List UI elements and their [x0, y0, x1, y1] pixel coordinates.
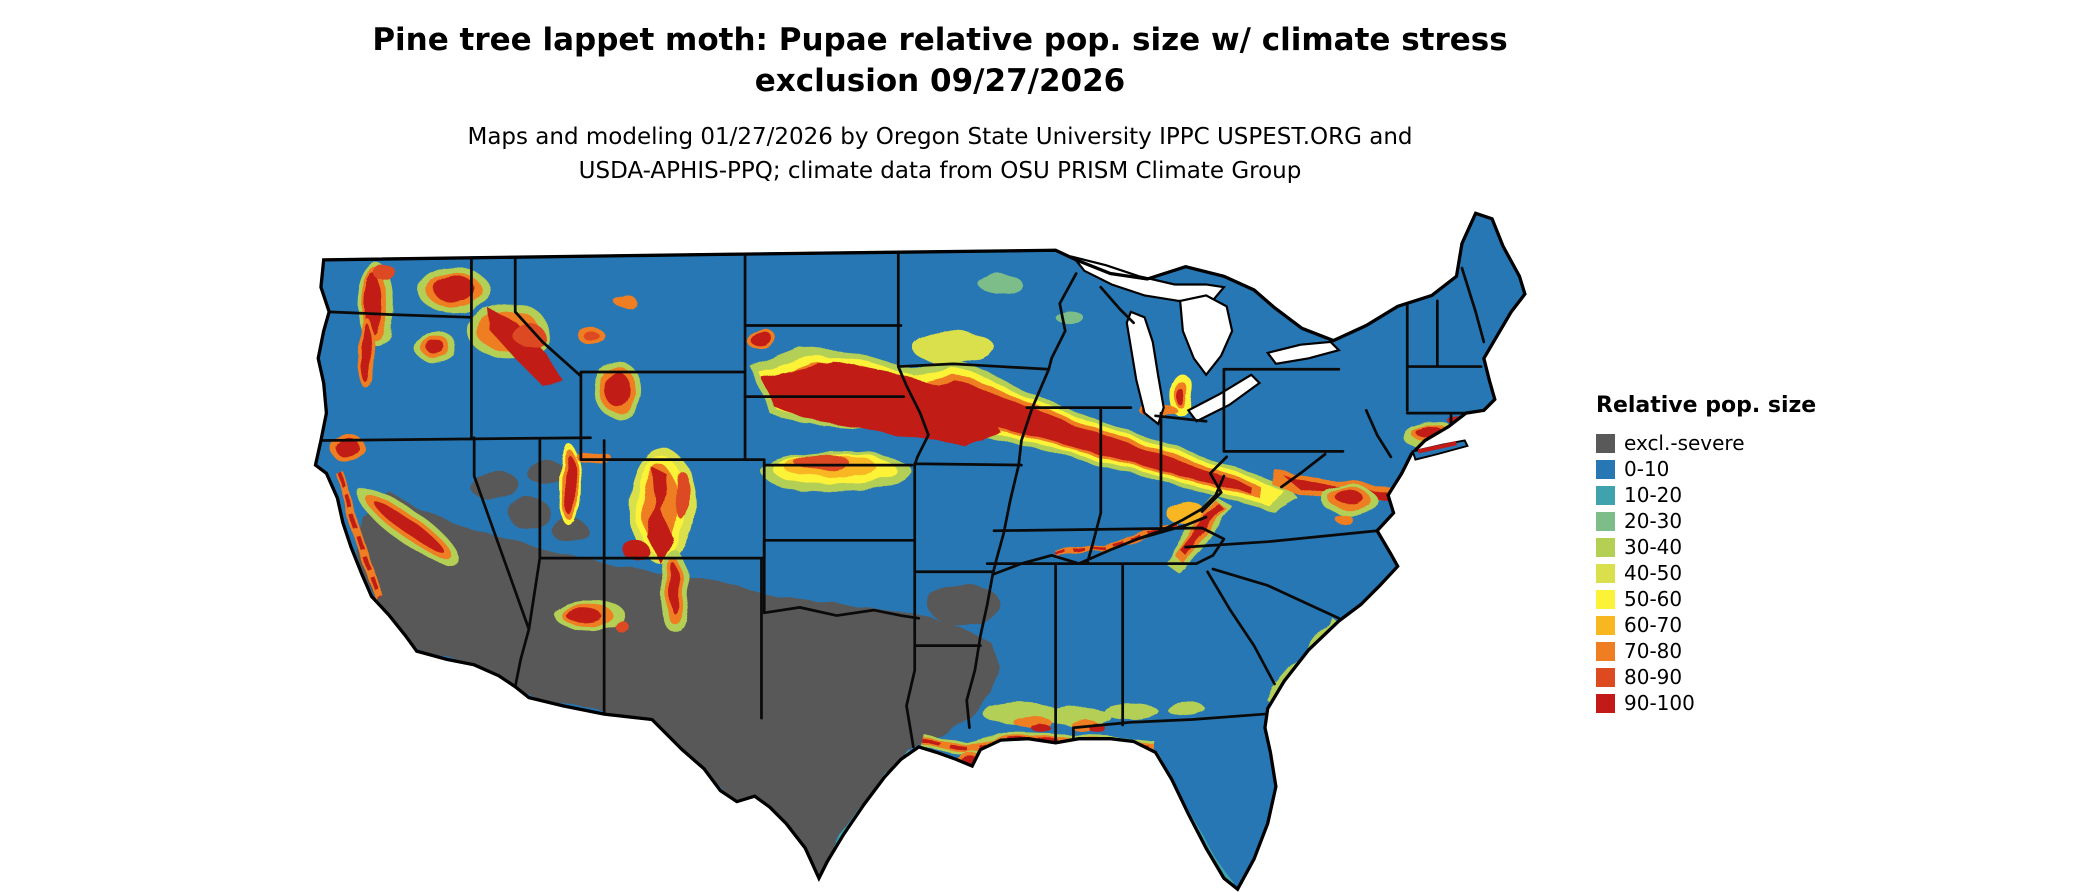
legend-swatch: [1596, 511, 1615, 531]
legend-label: 0-10: [1624, 457, 1670, 481]
legend-label: 50-60: [1624, 587, 1683, 611]
us-map: [310, 205, 1555, 892]
us-choropleth-map: [313, 211, 1527, 891]
legend-label: 90-100: [1624, 691, 1695, 715]
map-subtitle: Maps and modeling 01/27/2026 by Oregon S…: [240, 120, 1640, 188]
legend-item: 20-30: [1596, 508, 1876, 534]
lake-ontario: [1265, 340, 1341, 366]
legend-item: 0-10: [1596, 456, 1876, 482]
legend-item: 30-40: [1596, 534, 1876, 560]
legend-label: 30-40: [1624, 535, 1683, 559]
state-borders: [319, 251, 1486, 749]
map-subtitle-line1: Maps and modeling 01/27/2026 by Oregon S…: [467, 124, 1413, 150]
lake-superior: [1070, 255, 1226, 305]
legend-title: Relative pop. size: [1596, 393, 1817, 418]
map-title-line2: exclusion 09/27/2026: [754, 63, 1126, 99]
map-title: Pine tree lappet moth: Pupae relative po…: [240, 20, 1640, 102]
legend-item: 40-50: [1596, 560, 1876, 586]
legend-label: 60-70: [1624, 613, 1683, 637]
legend-swatch: [1596, 589, 1615, 609]
legend-swatch: [1596, 563, 1615, 583]
legend-item: 50-60: [1596, 586, 1876, 612]
map-subtitle-line2: USDA-APHIS-PPQ; climate data from OSU PR…: [578, 158, 1302, 184]
legend-swatch: [1596, 615, 1615, 635]
legend-item: 70-80: [1596, 638, 1876, 664]
legend-swatch: [1596, 693, 1615, 713]
legend-swatch: [1596, 459, 1615, 479]
legend-label: 80-90: [1624, 665, 1683, 689]
lake-michigan: [1125, 310, 1165, 426]
legend-label: 70-80: [1624, 639, 1683, 663]
legend: Relative pop. size excl.-severe 0-10 10-20…: [1596, 393, 1876, 716]
long-island: [1411, 439, 1469, 461]
legend-label: 10-20: [1624, 483, 1683, 507]
legend-label: 20-30: [1624, 509, 1683, 533]
legend-item: 10-20: [1596, 482, 1876, 508]
legend-swatch: [1596, 485, 1615, 505]
map-title-line1: Pine tree lappet moth: Pupae relative po…: [372, 22, 1508, 58]
lake-huron: [1178, 294, 1234, 377]
legend-item: 80-90: [1596, 664, 1876, 690]
legend-item: 60-70: [1596, 612, 1876, 638]
map-layer-exclusion: [356, 459, 1001, 879]
legend-swatch: [1596, 433, 1615, 453]
legend-label: excl.-severe: [1624, 431, 1745, 455]
legend-swatch: [1596, 667, 1615, 687]
legend-item: 90-100: [1596, 690, 1876, 716]
legend-swatch: [1596, 537, 1615, 557]
legend-items: excl.-severe 0-10 10-20 20-30 30-40 40-50 50-6…: [1596, 430, 1876, 716]
legend-label: 40-50: [1624, 561, 1683, 585]
legend-item: excl.-severe: [1596, 430, 1876, 456]
legend-swatch: [1596, 641, 1615, 661]
